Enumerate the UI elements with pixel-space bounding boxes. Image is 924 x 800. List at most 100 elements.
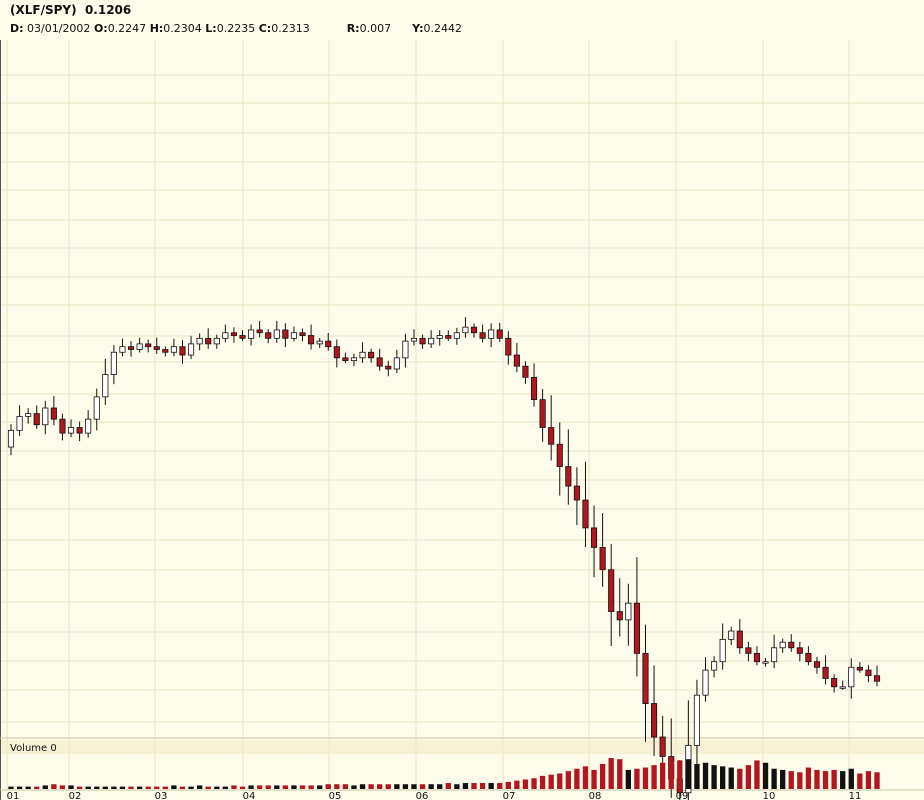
volume-bar bbox=[351, 785, 357, 789]
x-tick-label: 09 bbox=[676, 791, 689, 800]
high-key: H: bbox=[149, 22, 164, 35]
candle-down bbox=[153, 346, 160, 350]
candle-down bbox=[505, 337, 512, 356]
volume-bar bbox=[188, 786, 194, 789]
candle-down bbox=[479, 332, 486, 339]
volume-bar bbox=[754, 760, 760, 789]
volume-bar bbox=[377, 784, 383, 789]
candle-up bbox=[453, 332, 460, 339]
candle-up bbox=[359, 351, 366, 359]
candle-down bbox=[419, 337, 426, 345]
candle-down bbox=[582, 499, 589, 529]
volume-bar bbox=[334, 784, 340, 789]
volume-bar bbox=[265, 785, 271, 789]
volume-bar bbox=[797, 772, 803, 789]
candle-down bbox=[599, 547, 606, 571]
volume-bar bbox=[840, 771, 846, 789]
candle-down bbox=[445, 335, 452, 339]
candle-down bbox=[856, 666, 863, 671]
candle-down bbox=[659, 736, 666, 757]
candle-up bbox=[350, 357, 358, 362]
x-tick-label: 10 bbox=[763, 791, 776, 800]
candle-up bbox=[273, 329, 280, 339]
candle-down bbox=[813, 661, 821, 668]
volume-bar bbox=[831, 769, 837, 789]
candle-up bbox=[93, 396, 100, 420]
volume-header-strip bbox=[0, 740, 924, 754]
volume-bar bbox=[317, 785, 323, 789]
volume-bar bbox=[8, 786, 14, 789]
volume-bar bbox=[145, 786, 151, 789]
date-key: D: bbox=[10, 22, 24, 35]
r-value: 0.007 bbox=[359, 22, 392, 35]
plot-area bbox=[0, 40, 924, 737]
volume-bar bbox=[505, 781, 511, 789]
candle-up bbox=[136, 343, 143, 350]
volume-bar bbox=[874, 772, 880, 789]
volume-bar bbox=[608, 758, 614, 789]
candle-down bbox=[865, 669, 872, 677]
volume-bar bbox=[205, 786, 211, 789]
volume-bar bbox=[419, 784, 426, 789]
candle-down bbox=[376, 357, 383, 367]
volume-bar bbox=[617, 759, 623, 789]
volume-bar bbox=[428, 784, 434, 789]
candle-up bbox=[67, 427, 75, 434]
volume-bar bbox=[299, 785, 306, 789]
x-tick-label: 05 bbox=[329, 791, 342, 800]
candle-down bbox=[308, 335, 315, 345]
candle-up bbox=[488, 329, 495, 339]
candle-up bbox=[779, 641, 786, 649]
x-tick-label: 11 bbox=[849, 791, 862, 800]
close-value: 0.2313 bbox=[271, 22, 310, 35]
volume-label: Volume 0 bbox=[10, 743, 57, 754]
volume-bar bbox=[162, 786, 168, 789]
volume-bar bbox=[814, 769, 820, 789]
volume-bar bbox=[728, 767, 734, 789]
candle-down bbox=[608, 569, 615, 612]
volume-bar bbox=[94, 786, 100, 789]
volume-bar bbox=[51, 784, 57, 789]
r-key: R: bbox=[346, 22, 360, 35]
volume-bar bbox=[171, 785, 177, 789]
x-tick-label: 08 bbox=[589, 791, 602, 800]
candle-up bbox=[170, 346, 177, 353]
volume-bar bbox=[685, 759, 692, 789]
volume-bar bbox=[411, 784, 417, 789]
candle-up bbox=[110, 351, 117, 375]
candle-down bbox=[385, 365, 392, 370]
candle-down bbox=[796, 647, 803, 654]
volume-bar bbox=[25, 786, 31, 789]
candle-down bbox=[496, 329, 503, 339]
x-tick-label: 04 bbox=[243, 791, 256, 800]
volume-bar bbox=[694, 763, 700, 789]
volume-bar bbox=[437, 784, 443, 789]
candle-up bbox=[25, 413, 32, 417]
last-value: 0.1206 bbox=[84, 3, 132, 17]
candle-down bbox=[745, 647, 752, 654]
volume-bar bbox=[454, 784, 460, 789]
candle-up bbox=[702, 669, 709, 696]
candle-up bbox=[393, 357, 400, 370]
volume-bar bbox=[231, 785, 237, 789]
volume-bar bbox=[720, 766, 726, 789]
volume-bar bbox=[865, 771, 872, 789]
volume-bar bbox=[342, 784, 349, 789]
volume-bar bbox=[805, 767, 812, 789]
y-key: Y: bbox=[412, 22, 424, 35]
candle-down bbox=[127, 346, 135, 350]
volume-bar bbox=[788, 771, 794, 789]
candle-up bbox=[7, 429, 15, 448]
candle-down bbox=[342, 357, 349, 362]
candle-down bbox=[565, 466, 572, 487]
candle-down bbox=[470, 326, 478, 334]
volume-bar bbox=[445, 783, 451, 789]
volume-bar bbox=[282, 785, 289, 789]
volume-bar bbox=[557, 773, 563, 789]
volume-bar bbox=[677, 760, 683, 789]
volume-bar bbox=[591, 769, 597, 789]
volume-bar bbox=[76, 786, 83, 789]
candle-up bbox=[693, 694, 700, 746]
candle-down bbox=[573, 485, 580, 501]
